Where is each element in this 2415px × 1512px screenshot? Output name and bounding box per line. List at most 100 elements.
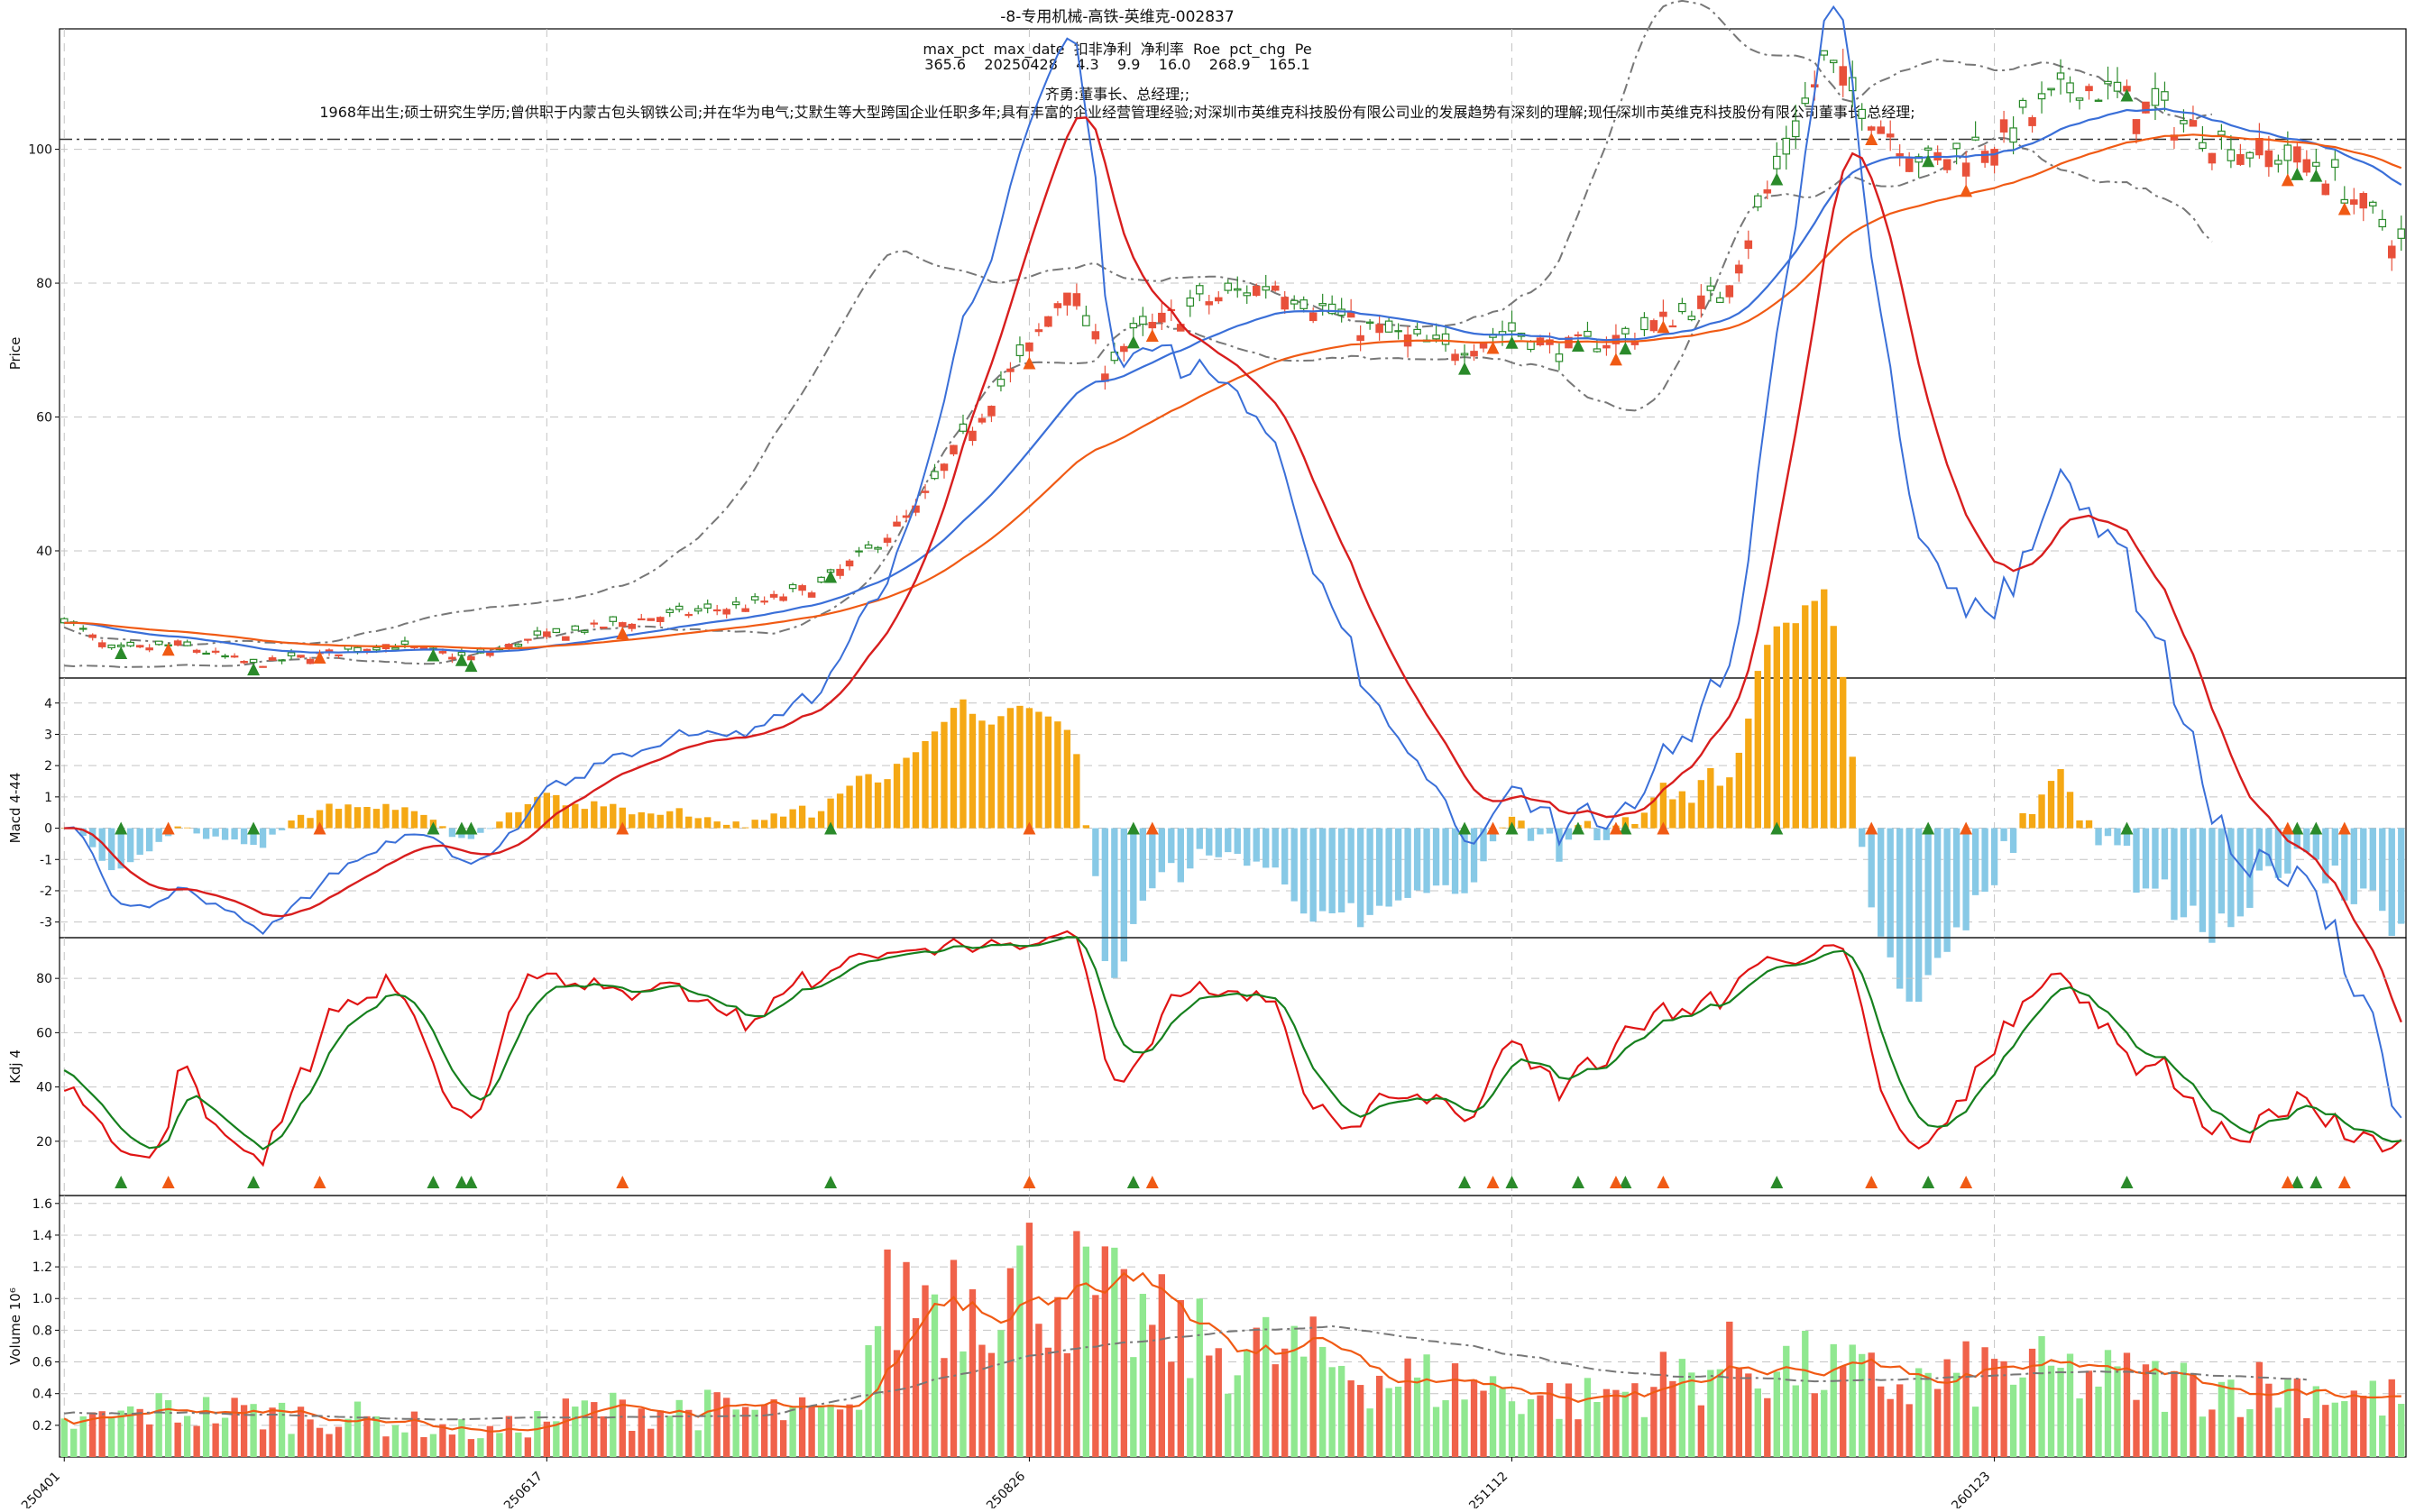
price-signal-up-marker — [247, 663, 261, 676]
macd-signal-marker — [1145, 821, 1159, 835]
volume-bar — [278, 1402, 286, 1457]
candle-body — [1139, 316, 1147, 325]
macd-histogram-bar — [1101, 828, 1109, 961]
header-bio: 1968年出生;硕士研究生学历;曾供职于内蒙古包头钢铁公司;并在华为电气;艾默生… — [319, 104, 1915, 121]
volume-bar — [2246, 1408, 2254, 1457]
volume-bar — [770, 1399, 777, 1457]
macd-histogram-bar — [941, 721, 948, 829]
candle-body — [1905, 158, 1914, 172]
volume-bar — [1442, 1400, 1449, 1457]
volume-bar — [1905, 1404, 1913, 1457]
macd-histogram-bar — [515, 811, 522, 829]
macd-histogram-bar — [1537, 828, 1544, 835]
candle-body — [240, 661, 248, 664]
price-signal-up-marker — [1571, 339, 1584, 353]
volume-bar — [269, 1407, 276, 1457]
volume-bar — [146, 1424, 153, 1457]
price-signal-up-marker — [464, 659, 478, 673]
macd-histogram-bar — [335, 809, 343, 829]
volume-bar — [2284, 1379, 2291, 1457]
macd-histogram-bar — [477, 828, 484, 833]
macd-histogram-bar — [117, 828, 124, 869]
volume-bar — [326, 1434, 333, 1457]
macd-histogram-bar — [1451, 828, 1459, 894]
candle-body — [1621, 327, 1630, 334]
price-signal-marker — [1609, 353, 1622, 366]
candle-body — [788, 583, 797, 590]
volume-bar — [1849, 1344, 1856, 1457]
candle-body — [1082, 315, 1090, 326]
price-signal-marker — [1145, 328, 1159, 342]
macd-signal-marker — [161, 821, 175, 835]
candle-body — [684, 613, 693, 617]
candle-body — [1384, 320, 1393, 333]
volume-bar — [1792, 1385, 1799, 1457]
volume-bar — [1225, 1393, 1232, 1457]
x-tick-label: 250826 — [984, 1469, 1028, 1508]
macd-histogram-bar — [1025, 708, 1033, 829]
macd-histogram-bar — [2009, 828, 2017, 853]
price-signal-up-marker — [2291, 167, 2304, 180]
volume-bar — [1149, 1324, 1156, 1457]
macd-histogram-bar — [2360, 828, 2367, 889]
volume-bar — [1375, 1375, 1383, 1457]
macd-signal-up-marker — [824, 821, 838, 835]
volume-bar — [1896, 1384, 1904, 1457]
candle-body — [135, 645, 144, 648]
candle-body — [1697, 295, 1705, 309]
candle-body — [2066, 82, 2074, 94]
macd-histogram-bar — [2284, 828, 2291, 874]
macd-ytick-label: 0 — [44, 822, 52, 837]
volume-bar — [1356, 1385, 1364, 1457]
macd-histogram-bar — [760, 820, 768, 829]
macd-histogram-bar — [2180, 828, 2188, 918]
macd-histogram-bar — [2265, 828, 2273, 866]
price-signal-marker — [1486, 341, 1500, 354]
volume-bar — [884, 1249, 891, 1457]
volume-bar — [1990, 1359, 1998, 1457]
volume-bar — [1840, 1366, 1847, 1457]
macd-histogram-bar — [903, 757, 910, 829]
header-person: 齐勇:董事长、总经理;; — [1045, 86, 1189, 103]
candle-body — [1961, 162, 1970, 177]
volume-bar — [827, 1404, 834, 1457]
volume-bar — [1404, 1358, 1411, 1457]
macd-histogram-bar — [647, 813, 655, 829]
volume-bar — [865, 1344, 872, 1457]
macd-histogram-bar — [1952, 828, 1960, 928]
volume-bar — [297, 1407, 305, 1457]
volume-bar — [1309, 1316, 1317, 1457]
macd-histogram-bar — [1394, 828, 1402, 901]
kdj-signal-up-marker — [464, 1175, 478, 1188]
volume-bar — [1745, 1373, 1752, 1457]
candle-body — [486, 652, 494, 656]
candle-body — [543, 631, 551, 637]
candle-body — [562, 636, 570, 641]
volume-bar — [354, 1401, 362, 1457]
macd-histogram-bar — [1593, 828, 1601, 840]
macd-histogram-bar — [1659, 783, 1667, 829]
volume-bar — [316, 1427, 324, 1457]
volume-bar — [874, 1325, 882, 1457]
volume-bar — [572, 1407, 579, 1457]
price-signal-up-marker — [427, 648, 440, 662]
candle-body — [1044, 316, 1052, 327]
volume-bar — [1461, 1399, 1468, 1457]
candle-body — [2018, 99, 2027, 108]
macd-histogram-bar — [1385, 828, 1392, 907]
candle-body — [2350, 199, 2358, 206]
volume-bar — [79, 1416, 87, 1457]
kdj-signal-marker — [2337, 1175, 2351, 1188]
candle-body — [1678, 302, 1686, 313]
macd-histogram-bar — [1981, 828, 1988, 892]
macd-histogram-bar — [931, 731, 939, 829]
macd-histogram-bar — [212, 828, 219, 837]
macd-histogram-bar — [969, 713, 977, 829]
kdj-signal-marker — [1657, 1175, 1670, 1188]
volume-bar — [922, 1285, 929, 1457]
volume-bar — [987, 1352, 996, 1457]
candle-body — [1186, 297, 1195, 307]
volume-bar — [108, 1416, 115, 1457]
volume-frame — [59, 1195, 2407, 1458]
macd-histogram-bar — [1887, 828, 1894, 958]
